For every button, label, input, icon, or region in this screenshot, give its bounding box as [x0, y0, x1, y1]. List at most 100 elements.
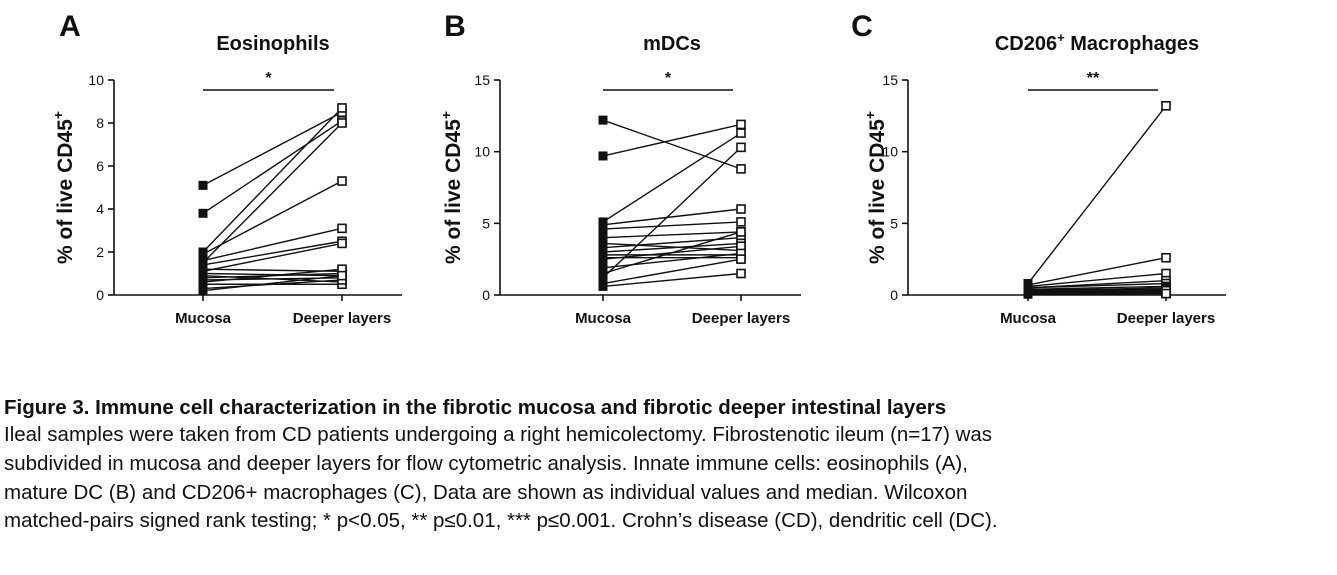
chart-title-text: Macrophages [1065, 33, 1199, 55]
paired-line [202, 268, 343, 283]
paired-line [202, 274, 343, 292]
paired-line [602, 231, 742, 239]
figure-panels: A Eosinophils% of live CD45+ 0 2 4 6 8 10 Mucosa… [50, 10, 1226, 327]
paired-line [202, 242, 343, 273]
chart-title-text: mDCs [643, 33, 701, 55]
x-tick-label: Mucosa [175, 310, 232, 327]
deeper-point [736, 204, 746, 214]
chart-title-text: CD206 [995, 33, 1057, 55]
paired-line [602, 231, 742, 275]
deeper-point [736, 217, 746, 227]
mucosa-point [198, 208, 208, 218]
deeper-point [736, 227, 746, 237]
y-tick-label: 15 [882, 72, 898, 88]
caption-line: Ileal samples were taken from CD patient… [4, 423, 993, 446]
paired-line [602, 236, 742, 249]
deeper-point [337, 118, 347, 128]
y-tick-label: 10 [882, 144, 898, 160]
deeper-point [337, 176, 347, 186]
panel-letter: B [444, 10, 466, 43]
paired-line [202, 279, 343, 290]
y-axis-label-superscript: + [50, 111, 66, 119]
mucosa-point [598, 115, 608, 125]
paired-line [602, 242, 742, 252]
y-tick-label: 4 [96, 201, 104, 217]
y-tick-label: 10 [88, 72, 104, 88]
y-axis-label: % of live CD45+ [862, 111, 889, 264]
y-tick-label: 0 [482, 287, 490, 303]
deeper-point [337, 238, 347, 249]
y-tick-label: 10 [474, 144, 490, 160]
paired-line [202, 107, 343, 253]
mucosa-point [598, 151, 608, 161]
paired-line [602, 123, 742, 157]
deeper-point [1161, 252, 1171, 263]
mucosa-point [1023, 289, 1033, 299]
paired-line [202, 122, 343, 264]
chart-title: CD206+ Macrophages [995, 30, 1199, 55]
y-axis-label-superscript: + [438, 111, 454, 119]
deeper-point [736, 268, 746, 279]
paired-line [602, 258, 742, 285]
chart-title-superscript: + [1057, 30, 1065, 45]
paired-line [1027, 282, 1167, 289]
paired-line [602, 146, 742, 279]
y-axis-label: % of live CD45+ [438, 111, 465, 264]
y-tick-label: 6 [96, 158, 104, 174]
deeper-point [736, 254, 746, 264]
y-tick-label: 5 [890, 215, 898, 231]
y-tick-label: 15 [474, 72, 490, 88]
y-axis-label-superscript: + [862, 111, 878, 119]
mucosa-point [598, 224, 608, 234]
panel-letter: C [851, 10, 873, 43]
paired-line [202, 227, 343, 262]
deeper-point [1161, 101, 1171, 111]
x-tick-label: Deeper layers [692, 310, 790, 327]
chart-title-text: Eosinophils [216, 33, 329, 55]
paired-line [602, 242, 742, 253]
y-axis-label-text: % of live CD45 [442, 119, 465, 264]
mucosa-point [598, 281, 608, 291]
deeper-point [736, 142, 746, 153]
y-tick-label: 8 [96, 115, 104, 131]
paired-line [1027, 292, 1167, 295]
x-tick-label: Mucosa [1000, 310, 1057, 327]
paired-line [602, 252, 742, 269]
paired-line [602, 208, 742, 226]
paired-line [602, 132, 742, 223]
figure-caption: Figure 3. Immune cell characterization i… [4, 394, 1329, 536]
paired-line [202, 111, 343, 186]
y-axis-label-text: % of live CD45 [866, 119, 889, 264]
y-tick-label: 0 [890, 287, 898, 303]
y-tick-label: 0 [96, 287, 104, 303]
significance-label: * [665, 70, 672, 87]
significance-label: * [265, 70, 272, 87]
mucosa-point [598, 254, 608, 264]
caption-title: Figure 3. Immune cell characterization i… [4, 396, 947, 419]
deeper-point [736, 128, 746, 138]
deeper-point [1161, 288, 1171, 299]
paired-line [1027, 290, 1167, 295]
mucosa-point [598, 273, 608, 283]
paired-line [202, 272, 343, 277]
caption-line: mature DC (B) and CD206+ macrophages (C)… [4, 480, 968, 504]
y-tick-label: 5 [482, 215, 490, 231]
mucosa-point [598, 263, 608, 273]
panel-letter: A [59, 10, 81, 43]
x-tick-label: Mucosa [575, 310, 632, 327]
paired-line [602, 272, 742, 288]
paired-line [1027, 105, 1167, 284]
mucosa-point [198, 286, 208, 296]
paired-line [202, 120, 343, 214]
deeper-point [736, 164, 746, 174]
y-axis-label: % of live CD45+ [50, 111, 77, 264]
paired-line [202, 180, 343, 255]
mucosa-point [198, 180, 208, 190]
caption-line: matched-pairs signed rank testing; * p<0… [4, 509, 998, 533]
paired-line [602, 119, 742, 170]
paired-line [1027, 257, 1167, 286]
